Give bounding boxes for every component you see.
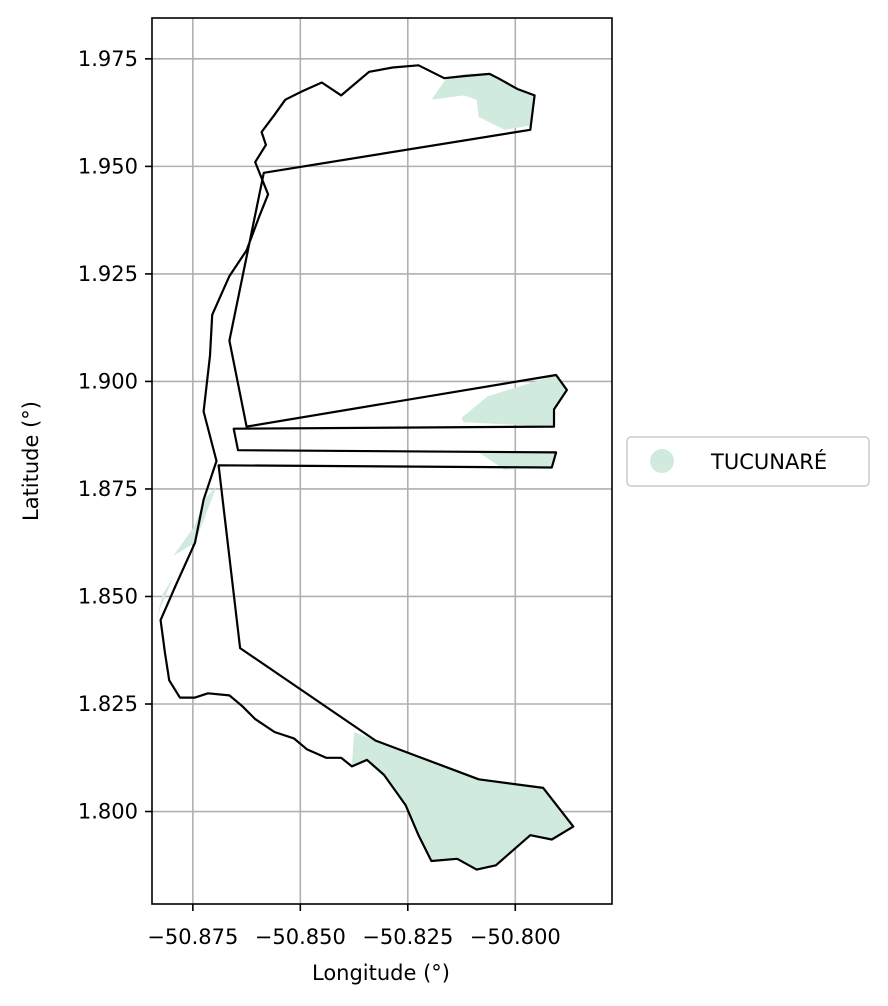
y-tick-label: 1.950: [78, 154, 138, 178]
tucunare-boundary: [159, 64, 575, 871]
grid-lines: [152, 18, 612, 904]
tucunare-fill-region-1: [461, 375, 567, 427]
tucunare-fill-region-0: [431, 73, 535, 130]
tucunare-fill-region-5: [351, 732, 574, 870]
y-axis-label: Latitude (°): [19, 401, 43, 521]
legend: TUCUNARÉ: [626, 436, 870, 487]
x-axis-ticks: −50.875 −50.850 −50.825 −50.800: [147, 904, 561, 949]
axes-frame: [151, 17, 613, 905]
legend-marker-tucunare: [650, 449, 674, 473]
boundary-outline: [159, 64, 575, 871]
x-tick-label: −50.875: [147, 925, 238, 949]
filled-regions: [156, 73, 574, 870]
y-tick-label: 1.925: [78, 262, 138, 286]
y-tick-label: 1.800: [78, 800, 138, 824]
tucunare-fill-region-3: [173, 486, 217, 556]
y-tick-label: 1.975: [78, 47, 138, 71]
y-tick-label: 1.850: [78, 584, 138, 608]
x-axis-label: Longitude (°): [312, 961, 450, 985]
y-tick-label: 1.825: [78, 692, 138, 716]
y-axis-ticks: 1.800 1.825 1.850 1.875 1.900 1.925 1.950 1.975: [78, 47, 152, 824]
x-tick-label: −50.800: [470, 925, 561, 949]
y-tick-label: 1.875: [78, 477, 138, 501]
y-tick-label: 1.900: [78, 369, 138, 393]
legend-frame: [626, 436, 870, 487]
x-tick-label: −50.850: [255, 925, 346, 949]
x-tick-label: −50.825: [362, 925, 453, 949]
tucunare-fill-region-2: [478, 452, 557, 470]
legend-label-tucunare: TUCUNARÉ: [710, 449, 827, 474]
